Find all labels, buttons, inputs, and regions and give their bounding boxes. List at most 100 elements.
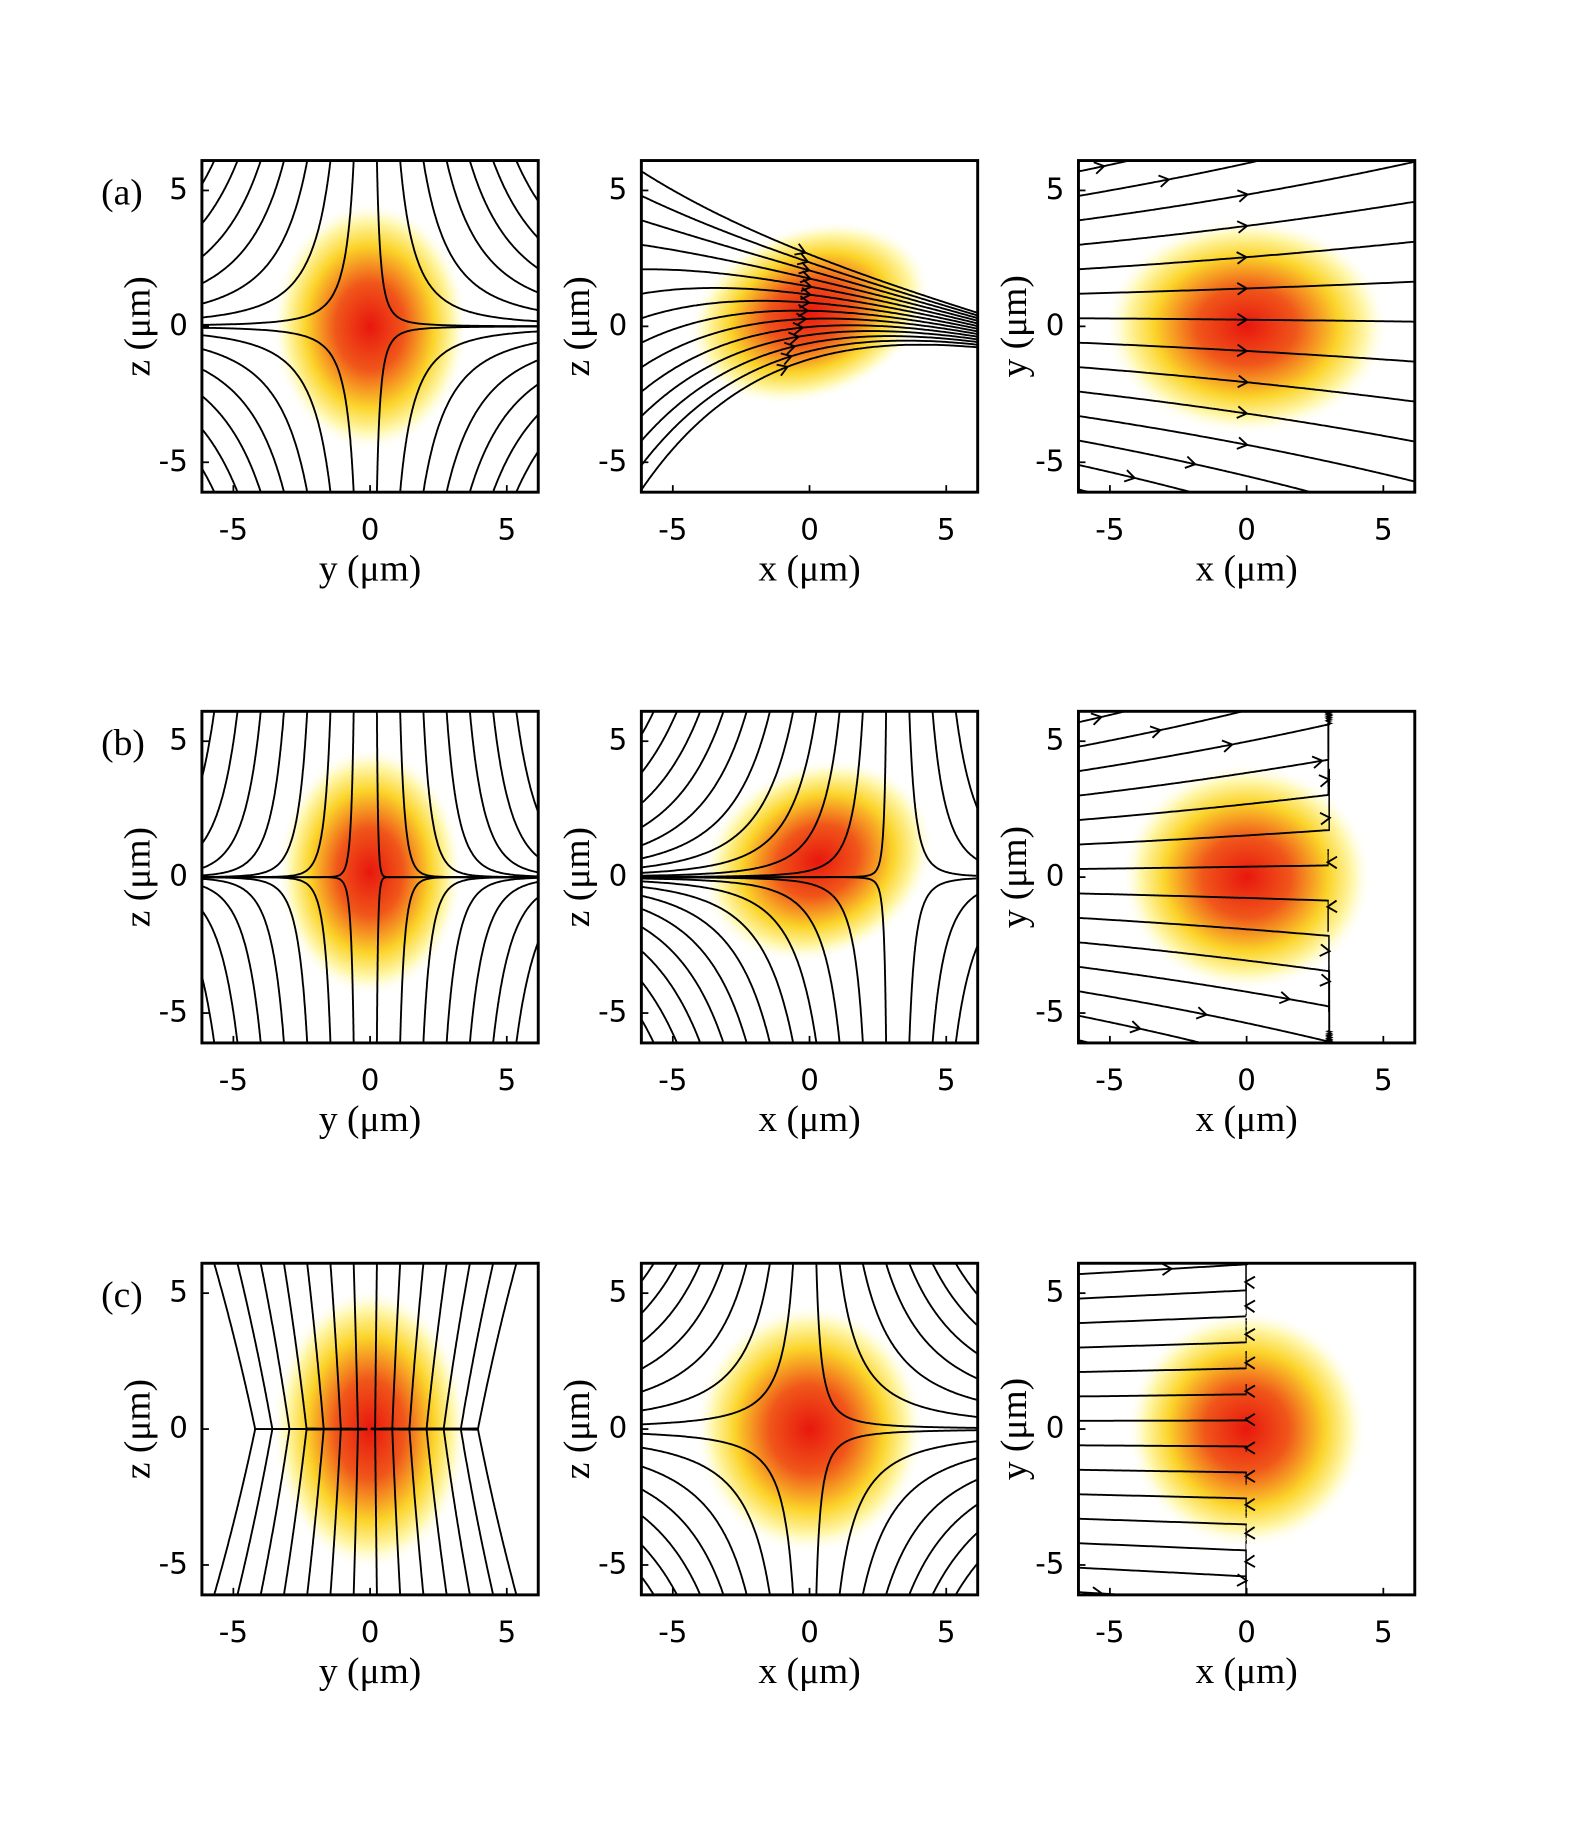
intensity [271, 201, 469, 452]
streamline [201, 711, 216, 778]
arrow [794, 243, 807, 256]
y-tick-label: 0 [1046, 308, 1065, 342]
streamline [201, 711, 239, 844]
x-axis-label: y (μm) [319, 1099, 421, 1140]
streamline [468, 711, 539, 874]
y-axis-label: z (μm) [557, 276, 598, 376]
streamline [422, 341, 539, 493]
streamline [885, 1479, 978, 1595]
panel: -5 0 5 -5 0 5 x (μm) z (μm) [557, 709, 980, 1140]
streamline [202, 334, 332, 493]
streamline [201, 976, 216, 1043]
y-tick-label: 5 [609, 172, 628, 206]
panel: -5 0 5 -5 0 5 y (μm) z (μm) (a) [101, 159, 540, 589]
streamline [641, 711, 655, 735]
streamline [202, 876, 355, 1043]
x-tick-label: 5 [1374, 1063, 1393, 1097]
arrow [1236, 312, 1249, 327]
y-tick-label: -5 [159, 995, 188, 1029]
streamline [201, 428, 239, 493]
streamline [492, 711, 539, 858]
streamline [641, 1488, 725, 1595]
streamline [641, 981, 678, 1043]
arrow [1243, 1526, 1256, 1540]
y-axis-label: y (μm) [994, 1378, 1035, 1480]
streamline [641, 950, 702, 1043]
streamline [201, 468, 216, 493]
x-tick-label: 5 [497, 1615, 516, 1649]
streamline [402, 1427, 518, 1595]
y-tick-label: 0 [609, 859, 628, 893]
arrow [1325, 899, 1338, 914]
x-axis-label: x (μm) [758, 1099, 860, 1140]
x-tick-label: -5 [658, 512, 687, 546]
y-tick-label: -5 [598, 444, 627, 478]
x-tick-label: 0 [800, 1615, 819, 1649]
streamline [352, 1428, 368, 1595]
streamline [641, 1577, 655, 1595]
streamline [202, 160, 309, 305]
streamline [202, 711, 309, 878]
x-tick-label: -5 [1095, 1615, 1124, 1649]
panel: -5 0 5 -5 0 5 y (μm) z (μm) (c) [101, 1261, 540, 1692]
streamline [641, 1019, 655, 1043]
streamline [641, 1263, 748, 1393]
streamline [641, 908, 748, 1043]
streamline [908, 1503, 978, 1595]
arrow [776, 363, 790, 377]
streamline [202, 348, 309, 493]
streamline [422, 160, 539, 312]
streamline [202, 876, 309, 1043]
x-tick-label: 5 [937, 1615, 956, 1649]
streamline [641, 1263, 678, 1314]
x-tick-label: -5 [1095, 512, 1124, 546]
arrow [1243, 1554, 1256, 1568]
streamline [908, 877, 977, 1043]
streamline [1078, 161, 1415, 222]
streamline [202, 711, 285, 877]
intensity [271, 1287, 469, 1571]
streamline [861, 1457, 978, 1595]
arrow [800, 278, 814, 292]
arrow [1243, 1412, 1256, 1427]
streamline [642, 1432, 795, 1595]
x-tick-label: 5 [497, 1063, 516, 1097]
arrow [1236, 343, 1249, 358]
panel-label: (b) [101, 723, 145, 764]
y-tick-label: -5 [159, 444, 188, 478]
streamline [201, 160, 239, 225]
streamline [641, 711, 702, 804]
arrow [1184, 455, 1197, 469]
streamline [202, 395, 262, 493]
streamline [375, 325, 538, 493]
arrow [1319, 943, 1332, 957]
arrow [1243, 1275, 1256, 1290]
streamline [908, 711, 977, 877]
streamline [422, 711, 538, 878]
x-tick-label: -5 [219, 1063, 248, 1097]
x-tick-label: -5 [219, 1615, 248, 1649]
streamline [515, 451, 539, 493]
streamline [422, 876, 538, 1043]
streamline [202, 160, 285, 284]
streamline [468, 881, 539, 1043]
arrow [1161, 1263, 1174, 1276]
arrow [1236, 251, 1249, 265]
arrow [1123, 469, 1137, 483]
x-axis-label: x (μm) [1195, 548, 1297, 589]
x-tick-label: 5 [1374, 512, 1393, 546]
streamline [641, 711, 771, 860]
arrow [1311, 755, 1325, 769]
plot-area [1078, 160, 1415, 493]
streamline [202, 877, 285, 1043]
arrow [1243, 1497, 1256, 1512]
streamline [515, 711, 539, 812]
streamline [202, 369, 285, 493]
arrow [1221, 739, 1234, 753]
streamline [445, 711, 538, 878]
x-tick-label: 0 [800, 1063, 819, 1097]
plot-area [201, 160, 539, 493]
arrow [1236, 220, 1249, 234]
streamline [641, 711, 725, 828]
